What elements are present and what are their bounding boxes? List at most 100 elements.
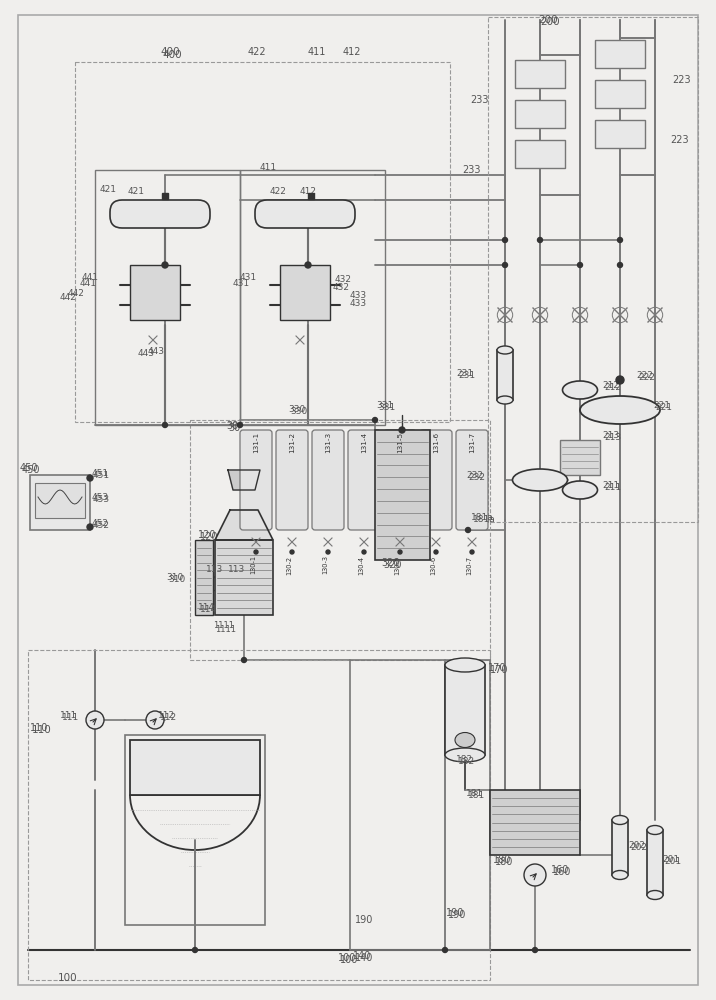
Text: 330: 330	[290, 408, 307, 416]
Text: 130-5: 130-5	[394, 555, 400, 575]
Circle shape	[305, 262, 311, 268]
Bar	[515, 60, 565, 88]
Text: 442: 442	[60, 294, 77, 302]
Circle shape	[87, 475, 93, 481]
Text: 170: 170	[490, 665, 508, 675]
Text: 100: 100	[340, 955, 359, 965]
Bar	[515, 140, 565, 168]
Ellipse shape	[612, 870, 628, 880]
Text: 130-7: 130-7	[466, 555, 472, 575]
Bar	[240, 170, 385, 425]
Text: 412: 412	[343, 47, 362, 57]
Bar	[375, 430, 430, 560]
Text: 452: 452	[93, 520, 110, 530]
Text: 453: 453	[92, 493, 109, 502]
Text: 100: 100	[58, 973, 77, 983]
Polygon shape	[228, 470, 260, 490]
Bar	[488, 17, 698, 522]
Circle shape	[238, 422, 243, 428]
Bar	[612, 820, 628, 875]
FancyBboxPatch shape	[255, 200, 355, 228]
Text: 231: 231	[458, 370, 475, 379]
Bar	[215, 540, 273, 615]
Text: 130-4: 130-4	[358, 555, 364, 575]
Bar	[280, 265, 330, 320]
Circle shape	[503, 262, 508, 267]
Text: 180: 180	[495, 857, 513, 867]
Ellipse shape	[445, 748, 485, 762]
Circle shape	[616, 376, 624, 384]
Bar	[560, 440, 600, 475]
Text: 211: 211	[604, 484, 621, 492]
Text: 411: 411	[260, 162, 277, 172]
Text: 190: 190	[446, 908, 465, 918]
Text: 330: 330	[288, 406, 305, 414]
Bar	[190, 420, 490, 660]
Ellipse shape	[513, 469, 568, 491]
Bar	[35, 483, 85, 518]
Circle shape	[398, 550, 402, 554]
Text: 213: 213	[604, 434, 621, 442]
Circle shape	[538, 237, 543, 242]
Text: 212: 212	[602, 381, 619, 390]
Text: 421: 421	[128, 188, 145, 196]
Text: 231: 231	[456, 368, 473, 377]
Bar	[595, 40, 645, 68]
Circle shape	[503, 237, 508, 242]
Circle shape	[465, 528, 470, 532]
Circle shape	[362, 550, 366, 554]
Ellipse shape	[455, 732, 475, 748]
Bar	[125, 735, 265, 925]
Text: 222: 222	[636, 370, 653, 379]
Bar	[130, 265, 180, 320]
Bar	[308, 193, 314, 199]
Text: 111: 111	[60, 712, 77, 720]
Text: 181: 181	[468, 790, 485, 800]
Ellipse shape	[445, 658, 485, 672]
FancyBboxPatch shape	[312, 430, 344, 530]
Text: 221: 221	[655, 403, 672, 412]
Text: 331: 331	[376, 401, 393, 410]
Text: 411: 411	[308, 47, 326, 57]
Circle shape	[434, 550, 438, 554]
Text: 131-2: 131-2	[289, 431, 295, 453]
Bar	[595, 40, 645, 68]
Text: 111: 111	[62, 714, 79, 722]
Bar	[515, 100, 565, 128]
Text: 131-6: 131-6	[433, 431, 439, 453]
Text: 180: 180	[493, 855, 511, 865]
Ellipse shape	[563, 381, 597, 399]
FancyBboxPatch shape	[240, 430, 272, 530]
Text: 223: 223	[670, 135, 689, 145]
Text: 160: 160	[551, 865, 569, 875]
Text: 310: 310	[166, 574, 183, 582]
Text: 202: 202	[630, 842, 647, 852]
Bar	[515, 100, 565, 128]
Text: 400: 400	[162, 50, 182, 60]
Text: 170: 170	[488, 663, 506, 673]
Bar	[490, 790, 580, 855]
Text: 221: 221	[653, 401, 670, 410]
Text: 181a: 181a	[471, 514, 494, 522]
Circle shape	[578, 262, 583, 267]
Text: 431: 431	[240, 273, 257, 282]
Ellipse shape	[524, 864, 546, 886]
Circle shape	[290, 550, 294, 554]
Bar	[515, 140, 565, 168]
Text: 213: 213	[602, 432, 619, 440]
Text: 451: 451	[93, 472, 110, 481]
Text: 201: 201	[662, 856, 679, 864]
Text: 30: 30	[226, 421, 238, 431]
FancyBboxPatch shape	[456, 430, 488, 530]
Text: 442: 442	[68, 288, 85, 298]
Text: 120: 120	[198, 530, 216, 540]
Text: 1111: 1111	[213, 621, 234, 631]
Bar	[595, 80, 645, 108]
Text: 200: 200	[540, 17, 560, 27]
Text: 450: 450	[22, 465, 41, 475]
Circle shape	[87, 524, 93, 530]
FancyBboxPatch shape	[276, 430, 308, 530]
Bar	[497, 350, 513, 400]
Text: 1111: 1111	[215, 626, 236, 635]
Bar	[30, 475, 90, 530]
